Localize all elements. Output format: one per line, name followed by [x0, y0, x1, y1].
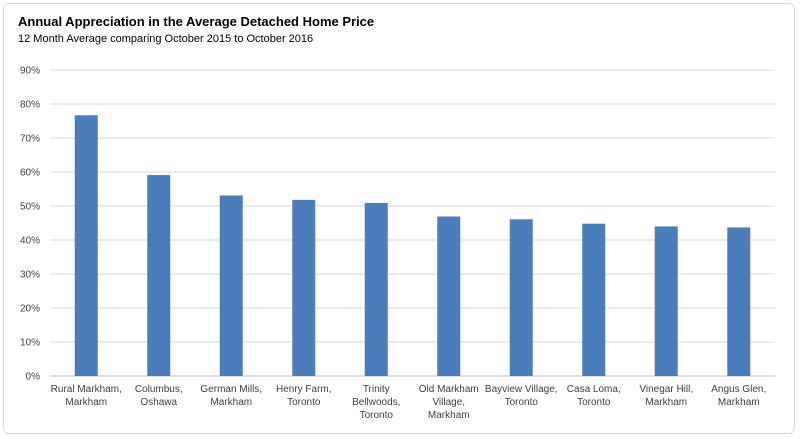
y-tick-label: 20%	[20, 304, 40, 315]
x-category-label: Rural Markham, Markham	[51, 384, 122, 408]
bar	[654, 226, 678, 376]
y-tick-label: 40%	[20, 236, 40, 247]
x-category-label: Trinity Bellwoods, Toronto	[352, 384, 400, 421]
y-tick-label: 70%	[20, 134, 40, 145]
x-category-label: Columbus, Oshawa	[135, 384, 183, 408]
y-tick-label: 10%	[20, 338, 40, 349]
bar	[74, 115, 98, 376]
y-tick-label: 60%	[20, 168, 40, 179]
bar	[219, 195, 243, 376]
x-category-label: Vinegar Hill, Markham	[639, 384, 693, 408]
x-axis-categories: Rural Markham, Markham Columbus, Oshawa Germ…	[51, 384, 767, 421]
y-tick-label: 90%	[20, 66, 40, 77]
x-category-label: German Mills, Markham	[200, 384, 262, 408]
bar	[509, 219, 533, 376]
x-category-label: Angus Glen, Markham	[711, 384, 766, 408]
bar	[582, 223, 606, 376]
chart-title: Annual Appreciation in the Average Detac…	[18, 14, 375, 29]
bars	[74, 115, 751, 376]
y-tick-label: 50%	[20, 202, 40, 213]
x-category-label: Old Markham Village, Markham	[419, 384, 479, 421]
chart-subtitle: 12 Month Average comparing October 2015 …	[18, 33, 314, 45]
gridlines	[50, 69, 775, 377]
bar	[292, 199, 316, 376]
x-category-label: Bayview Village, Toronto	[485, 384, 558, 408]
bar	[147, 175, 171, 376]
bar	[727, 227, 751, 376]
bar	[437, 216, 461, 376]
x-category-label: Henry Farm, Toronto	[276, 384, 332, 408]
bar	[364, 202, 388, 376]
x-category-label: Casa Loma, Toronto	[567, 384, 621, 408]
y-tick-label: 0%	[26, 372, 41, 383]
y-tick-label: 30%	[20, 270, 40, 281]
y-axis-ticks: 0% 10% 20% 30% 40% 50% 60% 70% 80% 90%	[20, 66, 40, 383]
y-tick-label: 80%	[20, 100, 40, 111]
